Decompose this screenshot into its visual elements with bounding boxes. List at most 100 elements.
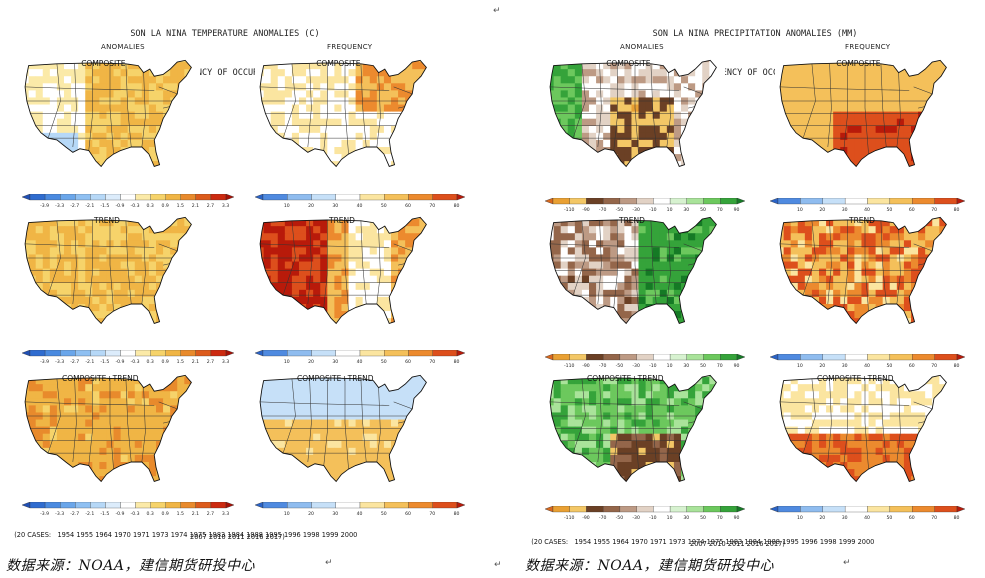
temp-anom-colorbar-2-tick: -2.7 xyxy=(70,511,79,516)
temp-freq-colorbar-1-swatch xyxy=(384,350,409,357)
temp-map-anom-1 xyxy=(20,212,200,327)
temp-anom-colorbar-2-tick: -3.3 xyxy=(55,511,64,516)
temp-anom-colorbar-1-swatch xyxy=(75,350,91,357)
precip-freq-colorbar-2-tick: 10 xyxy=(797,515,803,520)
precip-freq-colorbar-2-swatch xyxy=(889,506,913,513)
precip-anom-colorbar-2-tick: -110 xyxy=(564,515,575,520)
temp-freq-colorbar-2-tick: 60 xyxy=(405,511,411,516)
temp-anom-colorbar-2-swatch xyxy=(195,502,212,509)
temp-anom-colorbar-0-swatch xyxy=(180,194,196,201)
temp-map-freq-2 xyxy=(255,370,435,485)
precip-freq-colorbar-2-swatch xyxy=(844,506,868,513)
precip-freq-colorbar-1-tick: 40 xyxy=(864,363,870,368)
temp-anom-colorbar-1-swatch xyxy=(135,350,151,357)
precip-anom-colorbar-0-swatch xyxy=(703,198,721,205)
precip-anom-colorbar-1-tick: 30 xyxy=(683,363,689,368)
precip-freq-colorbar-2-swatch xyxy=(822,506,846,513)
temp-anom-colorbar-1-swatch xyxy=(195,350,212,357)
temp-freq-colorbar-0: 102030405060708090 xyxy=(255,194,465,208)
temp-anom-colorbar-2-swatch xyxy=(75,502,91,509)
temp-anom-colorbar-2-swatch xyxy=(135,502,151,509)
temp-freq-colorbar-0-arrow-low xyxy=(255,194,264,201)
source-caption-right: 数据来源：NOAA，建信期货研投中心 xyxy=(525,558,774,574)
precip-freq-colorbar-0-tick: 20 xyxy=(819,207,825,212)
temp-freq-colorbar-2-swatch xyxy=(262,502,288,509)
temp-anom-colorbar-1-tick: -0.9 xyxy=(115,359,124,364)
temp-anom-colorbar-2-swatch xyxy=(165,502,181,509)
precip-anom-colorbar-1-tick: -70 xyxy=(599,363,607,368)
temp-col-frequency: FREQUENCY xyxy=(327,43,373,51)
temp-anom-colorbar-1-tick: -2.7 xyxy=(70,359,79,364)
temp-map-anom-2 xyxy=(20,370,200,485)
temp-freq-colorbar-2-swatch xyxy=(287,502,312,509)
temp-anom-colorbar-1-tick: 3.3 xyxy=(222,359,229,364)
precip-anom-colorbar-0-swatch xyxy=(569,198,587,205)
temp-map-anom-0 xyxy=(20,55,200,170)
precip-anom-colorbar-2-tick: -30 xyxy=(632,515,640,520)
temp-freq-colorbar-2-swatch xyxy=(408,502,433,509)
temp-anom-colorbar-1-swatch xyxy=(90,350,106,357)
precip-anom-colorbar-1-tick: -90 xyxy=(582,363,590,368)
temp-freq-colorbar-2-swatch xyxy=(311,502,336,509)
temp-anom-colorbar-0-tick: -2.1 xyxy=(85,203,94,208)
precip-anom-colorbar-2-tick: 50 xyxy=(700,515,706,520)
precip-anom-colorbar-1-tick: 50 xyxy=(700,363,706,368)
temp-anom-colorbar-2-tick: 2.1 xyxy=(192,511,199,516)
precip-freq-colorbar-1-tick: 70 xyxy=(931,363,937,368)
precip-anom-colorbar-1-swatch xyxy=(653,354,671,361)
paragraph-mark-icon: ↵ xyxy=(325,558,333,568)
temp-freq-colorbar-0-swatch xyxy=(359,194,385,201)
precip-anom-colorbar-2-swatch xyxy=(603,506,621,513)
temp-freq-colorbar-0-swatch xyxy=(408,194,433,201)
precip-anom-colorbar-0-swatch xyxy=(653,198,671,205)
precip-map-anom-1 xyxy=(545,212,725,327)
precip-anom-colorbar-1-swatch xyxy=(603,354,621,361)
temp-freq-colorbar-1-tick: 80 xyxy=(454,359,460,364)
precip-freq-colorbar-1-tick: 80 xyxy=(954,363,960,368)
precip-freq-colorbar-2-tick: 30 xyxy=(842,515,848,520)
precip-freq-colorbar-1-tick: 20 xyxy=(819,363,825,368)
temp-map-freq-0 xyxy=(255,55,435,170)
temp-anom-colorbar-2-tick: -1.5 xyxy=(100,511,109,516)
temp-title-line1: SON LA NINA TEMPERATURE ANOMALIES (C) xyxy=(130,29,320,39)
temp-anom-colorbar-2-swatch xyxy=(44,502,61,509)
temp-freq-colorbar-1-tick: 10 xyxy=(284,359,290,364)
precip-freq-colorbar-1-swatch xyxy=(912,354,935,361)
temp-anom-colorbar-0-swatch xyxy=(75,194,91,201)
temp-anom-colorbar-0-tick: 2.1 xyxy=(192,203,199,208)
temp-freq-colorbar-0-tick: 40 xyxy=(357,203,363,208)
precip-anom-colorbar-1: -110-90-70-50-30-101030507090110 xyxy=(545,354,745,368)
temp-anom-colorbar-2-swatch xyxy=(105,502,121,509)
temp-anom-colorbar-1-tick: 0.9 xyxy=(162,359,169,364)
temp-anom-colorbar-0-swatch xyxy=(29,194,46,201)
temp-anom-colorbar-2-swatch xyxy=(150,502,166,509)
precip-anom-colorbar-0-tick: 70 xyxy=(717,207,723,212)
precip-freq-colorbar-1-arrow-low xyxy=(770,354,779,361)
temp-freq-colorbar-1-swatch xyxy=(432,350,458,357)
temp-anom-colorbar-1-tick: -2.1 xyxy=(85,359,94,364)
temp-anom-colorbar-2-swatch xyxy=(120,502,136,509)
temp-freq-colorbar-2-swatch xyxy=(335,502,361,509)
precip-anom-colorbar-2-swatch xyxy=(586,506,604,513)
temp-anom-colorbar-1-tick: 1.5 xyxy=(177,359,184,364)
temp-anom-colorbar-0-tick: -2.7 xyxy=(70,203,79,208)
precip-freq-colorbar-0-tick: 70 xyxy=(931,207,937,212)
temp-freq-colorbar-0-swatch xyxy=(432,194,458,201)
temp-cases-line1: 1954 1955 1964 1970 1971 1973 1974 1975 … xyxy=(57,531,358,539)
precip-anom-colorbar-2-swatch xyxy=(653,506,671,513)
precip-freq-colorbar-2-swatch xyxy=(934,506,958,513)
precip-anom-colorbar-0-swatch xyxy=(603,198,621,205)
temp-anom-colorbar-1-tick: 2.1 xyxy=(192,359,199,364)
precip-cases-line1: 1954 1955 1964 1970 1971 1973 1974 1975 … xyxy=(574,538,875,546)
temp-anom-colorbar-0-swatch xyxy=(60,194,76,201)
temp-anom-colorbar-2-tick: 0.9 xyxy=(162,511,169,516)
precip-freq-colorbar-0-tick: 80 xyxy=(954,207,960,212)
temp-freq-colorbar-1-arrow-low xyxy=(255,350,264,357)
temp-anom-colorbar-0-swatch xyxy=(195,194,212,201)
temp-anom-colorbar-1: -3.9 -3.3 -2.7 -2.1 -1.5 -0.9 -0.3 0.3 0.9 1.5 2.1… xyxy=(22,350,234,364)
precip-anom-colorbar-1-swatch xyxy=(586,354,604,361)
precip-anom-colorbar-2-arrow-low xyxy=(545,506,554,513)
precip-anom-colorbar-0-swatch xyxy=(686,198,704,205)
precip-anom-colorbar-0-tick: 30 xyxy=(683,207,689,212)
precip-anom-colorbar-0-tick: -90 xyxy=(582,207,590,212)
